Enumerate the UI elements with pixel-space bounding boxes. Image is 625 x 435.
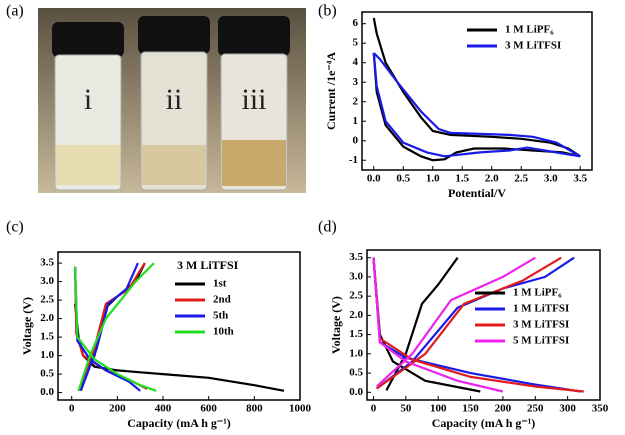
plot-frame xyxy=(366,249,601,401)
legend-label: 2nd xyxy=(213,294,231,306)
vial-label: ii xyxy=(166,83,183,116)
x-tick-label: 50 xyxy=(400,403,412,415)
y-tick-label: 3.0 xyxy=(40,275,54,287)
legend-label: 10th xyxy=(213,326,234,338)
x-tick-label: 3.5 xyxy=(573,173,587,185)
photo xyxy=(38,8,306,193)
vial-label: iii xyxy=(241,83,266,116)
y-tick-label: 6 xyxy=(353,17,359,29)
plot-frame xyxy=(361,11,593,171)
legend-label: 1 M LiTFSI xyxy=(513,303,569,315)
y-tick-label: 1.5 xyxy=(40,331,54,343)
x-tick-label: 0 xyxy=(69,403,75,415)
series-line xyxy=(372,52,581,158)
x-tick-label: 600 xyxy=(200,403,217,415)
y-axis-label: Voltage (V) xyxy=(20,297,34,355)
x-tick-label: 1.0 xyxy=(426,173,440,185)
x-tick-label: 100 xyxy=(430,403,447,415)
y-tick-label: 3.5 xyxy=(349,251,363,263)
y-tick-label: 3 xyxy=(353,76,359,88)
legend-label: 1st xyxy=(213,278,227,290)
x-tick-label: 3.0 xyxy=(544,173,558,185)
y-tick-label: 0.0 xyxy=(349,386,363,398)
x-tick-label: 400 xyxy=(155,403,172,415)
y-tick-label: 5 xyxy=(353,37,359,49)
x-tick-label: 300 xyxy=(559,403,576,415)
y-tick-label: -1 xyxy=(349,154,358,166)
y-tick-label: 2 xyxy=(353,95,359,107)
y-tick-label: 2.5 xyxy=(40,294,54,306)
y-tick-label: 1.0 xyxy=(349,347,363,359)
x-tick-label: 200 xyxy=(109,403,126,415)
y-tick-label: 4 xyxy=(353,56,359,68)
x-tick-label: 1000 xyxy=(289,403,312,415)
x-tick-label: 200 xyxy=(495,403,512,415)
y-tick-label: 0.5 xyxy=(349,367,363,379)
x-tick-label: 0.5 xyxy=(396,173,410,185)
legend-label: 5th xyxy=(213,310,228,322)
legend-label: 5 M LiTFSI xyxy=(513,335,569,347)
annotation: 3 M LiTFSI xyxy=(177,258,239,272)
panel-label: (c) xyxy=(6,219,24,236)
x-tick-label: 2.0 xyxy=(485,173,499,185)
y-tick-label: 3.0 xyxy=(349,270,363,282)
panel-label: (d) xyxy=(318,219,337,236)
x-tick-label: 350 xyxy=(592,403,609,415)
y-tick-label: 1.5 xyxy=(349,328,363,340)
y-tick-label: 2.0 xyxy=(349,309,363,321)
panel-label: (a) xyxy=(6,3,24,20)
y-tick-label: 1.0 xyxy=(40,349,54,361)
legend-label: 3 M LiTFSI xyxy=(513,319,569,331)
y-tick-label: 2.5 xyxy=(349,290,363,302)
x-tick-label: 0 xyxy=(371,403,377,415)
x-tick-label: 2.5 xyxy=(514,173,528,185)
y-tick-label: 0.0 xyxy=(40,386,54,398)
x-tick-label: 800 xyxy=(246,403,263,415)
x-tick-label: 1.5 xyxy=(455,173,469,185)
legend-label: 1 M LiPF₆ xyxy=(505,24,554,36)
x-axis-label: Potential/V xyxy=(448,186,506,200)
y-tick-label: 0.5 xyxy=(40,368,54,380)
x-tick-label: 0.0 xyxy=(367,173,381,185)
series-line xyxy=(74,262,157,392)
y-axis-label: Voltage (V) xyxy=(329,296,343,354)
legend-label: 1 M LiPF₆ xyxy=(513,287,562,299)
x-tick-label: 250 xyxy=(527,403,544,415)
y-tick-label: 0 xyxy=(353,134,359,146)
y-tick-label: 1 xyxy=(353,115,359,127)
legend-label: 3 M LiTFSI xyxy=(505,40,561,52)
series-line xyxy=(372,256,536,393)
panel-label: (b) xyxy=(318,3,337,20)
y-tick-label: 2.0 xyxy=(40,312,54,324)
x-axis-label: Capacity (mA h g⁻¹) xyxy=(432,416,536,430)
y-tick-label: 3.5 xyxy=(40,257,54,269)
y-axis-label: Current /1e⁻⁴A xyxy=(324,52,338,130)
x-axis-label: Capacity (mA h g⁻¹) xyxy=(127,416,231,430)
x-tick-label: 150 xyxy=(462,403,479,415)
plot-frame xyxy=(57,251,301,401)
vial-label: i xyxy=(84,83,92,116)
